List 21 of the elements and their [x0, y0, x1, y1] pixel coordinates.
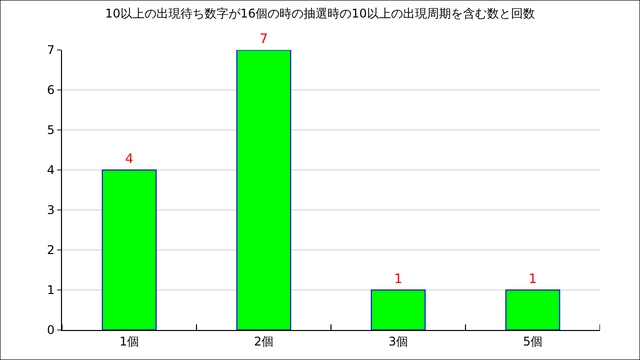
y-tick-label: 1: [46, 283, 55, 298]
x-tick-label: 2個: [254, 334, 274, 348]
x-tick-label: 3個: [388, 334, 408, 348]
data-label: 4: [125, 152, 134, 167]
data-label: 1: [394, 272, 402, 287]
y-tick-label: 5: [46, 123, 55, 138]
y-tick-label: 7: [46, 43, 55, 58]
chart-title: 10以上の出現待ち数字が16個の時の抽選時の10以上の出現周期を含む数と回数: [105, 6, 535, 20]
x-tick-label: 1個: [119, 334, 140, 348]
x-tick-label: 5個: [522, 334, 543, 348]
bar: [505, 290, 560, 330]
y-tick-label: 3: [46, 203, 55, 218]
bar: [370, 290, 426, 330]
y-tick-label: 6: [46, 83, 55, 98]
data-label: 7: [260, 32, 268, 47]
y-tick-label: 2: [46, 243, 55, 258]
y-tick-label: 0: [46, 323, 55, 338]
data-label: 1: [528, 272, 537, 287]
bar: [102, 170, 157, 330]
y-tick-label: 4: [46, 163, 55, 178]
bar: [236, 50, 292, 330]
